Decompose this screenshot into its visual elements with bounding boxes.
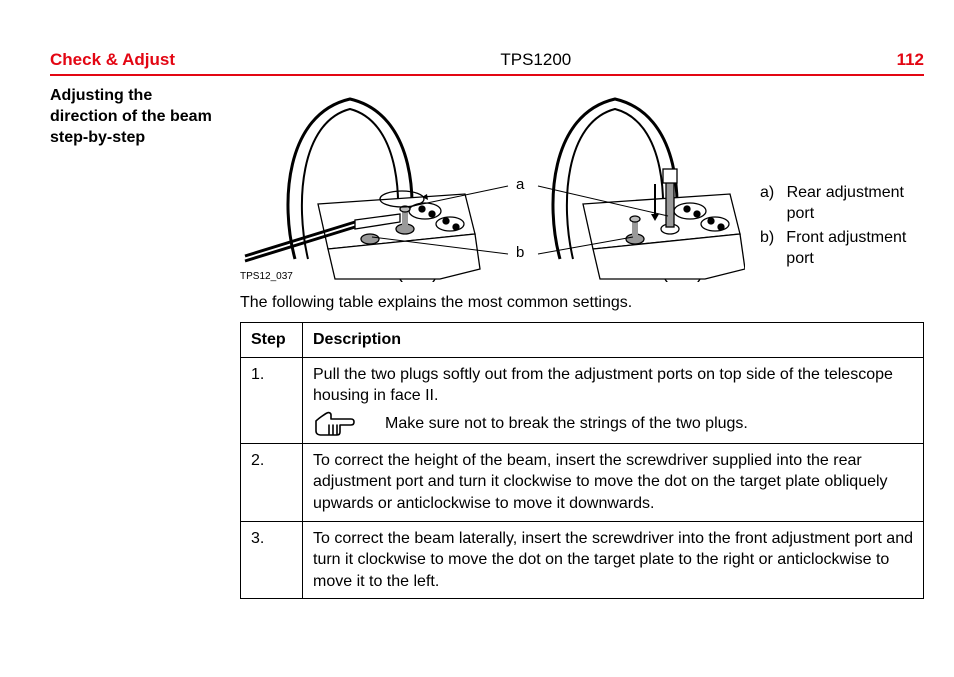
legend-item: b) Front adjustment port	[760, 227, 924, 270]
table-row: 1. Pull the two plugs softly out from th…	[241, 357, 924, 443]
section-title: Check & Adjust	[50, 50, 175, 70]
step-num: 1.	[241, 357, 303, 443]
figure-caption: TPS12_037	[240, 271, 293, 282]
page-number: 112	[897, 50, 924, 70]
step-desc: To correct the height of the beam, inser…	[303, 443, 924, 521]
step-desc: To correct the beam laterally, insert th…	[303, 521, 924, 599]
legend-text: Rear adjustment port	[787, 182, 924, 225]
page-header: Check & Adjust TPS1200 112	[50, 50, 924, 76]
manual-page: Check & Adjust TPS1200 112 Adjusting the…	[0, 0, 954, 629]
step-num: 2.	[241, 443, 303, 521]
main-column: a b TPS12_037 a) Rear adjustment port b)…	[240, 84, 924, 599]
col-desc: Description	[303, 323, 924, 358]
step-num: 3.	[241, 521, 303, 599]
figure-row: a b TPS12_037 a) Rear adjustment port b)…	[240, 84, 924, 282]
callout-a: a	[516, 176, 524, 193]
intro-text: The following table explains the most co…	[240, 294, 924, 312]
table-row: 3. To correct the beam laterally, insert…	[241, 521, 924, 599]
col-step: Step	[241, 323, 303, 358]
legend-key: a)	[760, 182, 777, 225]
legend-item: a) Rear adjustment port	[760, 182, 924, 225]
step-note: Make sure not to break the strings of th…	[385, 413, 748, 435]
callout-b: b	[516, 244, 524, 261]
pointing-hand-icon	[313, 411, 355, 437]
steps-table: Step Description 1. Pull the two plugs s…	[240, 322, 924, 599]
margin-heading: Adjusting the direction of the beam step…	[50, 84, 220, 599]
legend-key: b)	[760, 227, 776, 270]
doc-code: TPS1200	[500, 50, 571, 70]
step-desc: Pull the two plugs softly out from the a…	[303, 357, 924, 443]
adjustment-diagram: a b TPS12_037	[240, 84, 745, 282]
table-row: 2. To correct the height of the beam, in…	[241, 443, 924, 521]
legend-text: Front adjustment port	[786, 227, 924, 270]
figure-legend: a) Rear adjustment port b) Front adjustm…	[760, 182, 924, 282]
content-area: Adjusting the direction of the beam step…	[50, 84, 924, 599]
